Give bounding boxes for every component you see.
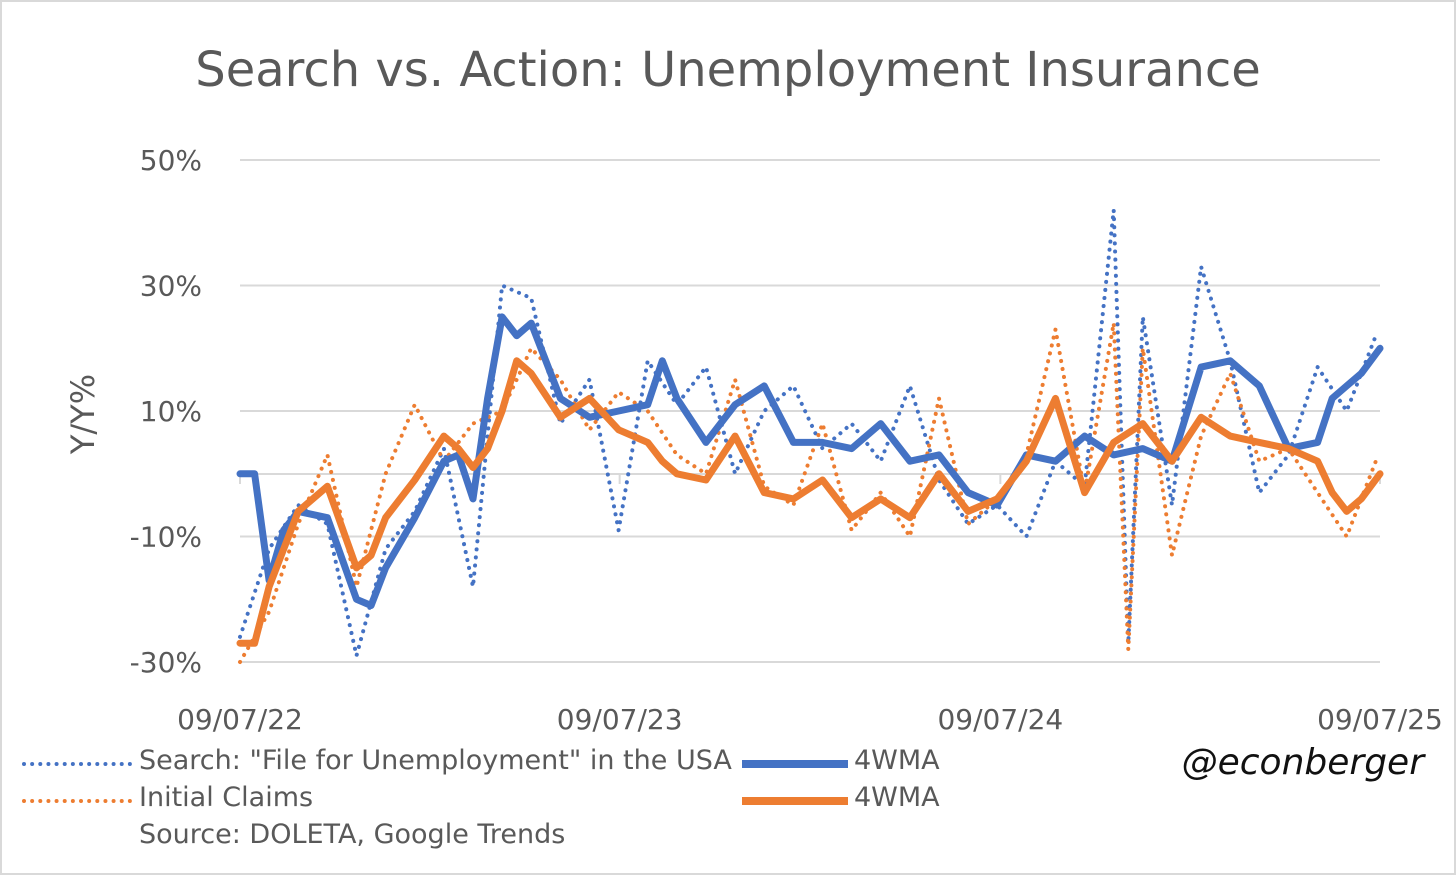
chart-title: Search vs. Action: Unemployment Insuranc… — [195, 42, 1261, 98]
legend-swatch-search-dotted — [22, 762, 132, 766]
y-tick-label: -10% — [130, 521, 202, 554]
series-claims-dotted — [238, 321, 1378, 664]
legend-swatch-claims-4wma — [742, 797, 848, 805]
legend-label-claims-4wma: 4WMA — [854, 782, 940, 813]
series-claims-4wma — [236, 357, 1384, 647]
legend-label-search: Search: "File for Unemployment" in the U… — [139, 745, 732, 776]
author-handle: @econberger — [1181, 742, 1424, 783]
legend-label-search-4wma: 4WMA — [854, 745, 940, 776]
legend-label-claims: Initial Claims — [139, 782, 314, 813]
legend-swatch-claims-dotted — [22, 799, 132, 803]
source-note: Source: DOLETA, Google Trends — [139, 819, 566, 850]
x-tick-label: 09/07/23 — [557, 703, 683, 736]
gridlines — [240, 159, 1380, 663]
x-axis-ticks: 09/07/22 09/07/23 09/07/24 09/07/25 — [177, 474, 1443, 736]
legend-swatch-search-4wma — [742, 760, 848, 768]
y-tick-label: -30% — [130, 646, 202, 679]
y-tick-label: 30% — [140, 270, 202, 303]
y-axis-ticks: 50% 30% 10% -10% -30% — [130, 144, 202, 679]
x-tick-label: 09/07/25 — [1317, 703, 1443, 736]
x-tick-label: 09/07/24 — [937, 703, 1063, 736]
series-search-dotted — [238, 208, 1378, 658]
series-search-4wma — [236, 313, 1384, 609]
y-tick-label: 50% — [140, 144, 202, 177]
y-axis-label: Y/Y% — [64, 374, 102, 455]
y-tick-label: 10% — [140, 395, 202, 428]
x-tick-label: 09/07/22 — [177, 703, 303, 736]
series-lines — [236, 208, 1384, 664]
